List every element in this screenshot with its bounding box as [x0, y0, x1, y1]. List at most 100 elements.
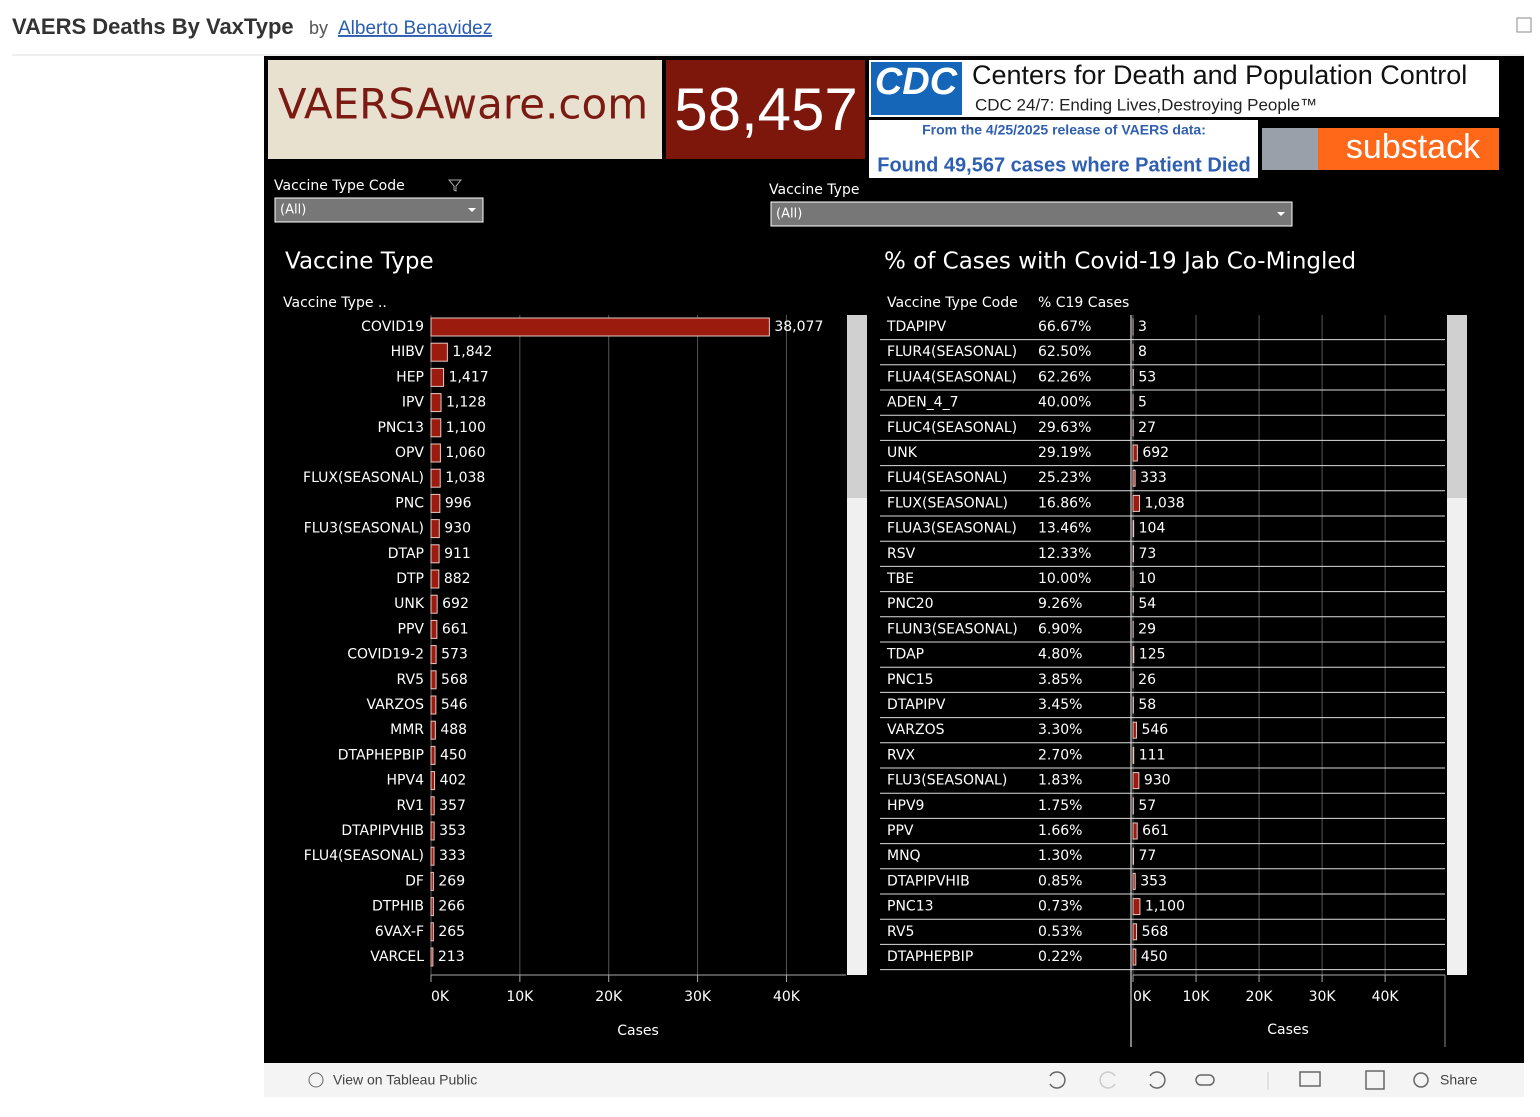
column-header: % C19 Cases: [1038, 295, 1129, 311]
category-label: RSV: [887, 546, 916, 562]
category-label: DTAPIPVHIB: [887, 873, 970, 889]
category-label: RV5: [887, 924, 914, 940]
category-label: FLUN3(SEASONAL): [887, 621, 1018, 637]
author-link[interactable]: Alberto Benavidez: [338, 18, 492, 39]
pct-label: 3.45%: [1038, 697, 1082, 713]
release-box: [869, 120, 1258, 178]
category-label: TDAPIPV: [886, 319, 947, 335]
value-label: 882: [444, 571, 471, 587]
fullscreen-icon[interactable]: [1516, 17, 1532, 33]
category-label: MMR: [390, 722, 424, 738]
substack-banner[interactable]: [1318, 128, 1499, 170]
view-on-tableau[interactable]: View on Tableau Public: [333, 1072, 477, 1088]
pct-label: 4.80%: [1038, 647, 1082, 663]
category-label: FLU4(SEASONAL): [304, 848, 424, 864]
filter-label: Vaccine Type: [769, 182, 859, 198]
count-box: [666, 60, 865, 159]
value-label: 57: [1138, 798, 1156, 814]
category-label: COVID19-2: [347, 647, 424, 663]
value-label: 930: [1144, 773, 1171, 789]
substack-text[interactable]: substack: [1346, 128, 1481, 166]
share-icon[interactable]: [1413, 1072, 1429, 1088]
value-label: 266: [438, 899, 465, 915]
toolbar: [264, 1063, 1524, 1097]
share[interactable]: Share: [1440, 1072, 1478, 1088]
category-label: HEP: [396, 369, 424, 385]
value-label: 450: [1141, 949, 1168, 965]
category-label: IPV: [402, 395, 425, 411]
value-label: 911: [444, 546, 471, 562]
category-label: TDAP: [886, 647, 924, 663]
value-label: 568: [441, 672, 468, 688]
x-axis-label: Cases: [1267, 1022, 1309, 1038]
value-label: 111: [1139, 747, 1166, 763]
bar: [1132, 469, 1136, 487]
category-label: PNC15: [887, 672, 934, 688]
scroll-thumb[interactable]: [1447, 315, 1467, 498]
found-note: Found 49,567 cases where Patient Died: [877, 154, 1250, 176]
x-tick-label: 0K: [1133, 989, 1152, 1005]
filter-icon[interactable]: [447, 179, 463, 192]
undo-icon[interactable]: [1049, 1071, 1066, 1089]
pct-label: 1.83%: [1038, 773, 1082, 789]
filter-dropdown[interactable]: [770, 201, 1293, 227]
category-label: UNK: [887, 445, 918, 461]
bar: [430, 569, 440, 589]
scroll-thumb[interactable]: [847, 315, 867, 498]
cdc-tagline: CDC 24/7: Ending Lives,Destroying People…: [975, 95, 1317, 114]
category-label: DTAPHEPBIP: [887, 949, 973, 965]
value-label: 488: [440, 722, 467, 738]
redo-icon[interactable]: [1099, 1071, 1116, 1089]
pct-label: 1.75%: [1038, 798, 1082, 814]
bar: [430, 468, 441, 488]
pct-label: 10.00%: [1038, 571, 1091, 587]
bar: [430, 670, 437, 690]
category-label: FLUC4(SEASONAL): [887, 420, 1017, 436]
pct-label: 62.26%: [1038, 369, 1091, 385]
value-label: 26: [1138, 672, 1156, 688]
category-label: TBE: [886, 571, 914, 587]
filter-value[interactable]: (All): [280, 203, 306, 218]
pct-label: 13.46%: [1038, 521, 1091, 537]
table-bg: [880, 315, 1130, 975]
device-icon[interactable]: [1299, 1071, 1321, 1087]
filter-dropdown[interactable]: [274, 197, 484, 223]
category-label: DTPHIB: [372, 899, 424, 915]
filter-label: Vaccine Type Code: [274, 178, 405, 194]
bar: [430, 745, 436, 765]
bar: [430, 645, 437, 665]
category-label: FLUX(SEASONAL): [887, 495, 1008, 511]
value-label: 333: [1140, 470, 1167, 486]
refresh-icon[interactable]: [1195, 1074, 1215, 1086]
revert-icon[interactable]: [1149, 1071, 1166, 1089]
column-header: Vaccine Type Code: [887, 295, 1018, 311]
bar: [430, 367, 445, 387]
category-label: COVID19: [361, 319, 424, 335]
bar: [430, 821, 435, 841]
bar: [430, 317, 770, 337]
pct-label: 66.67%: [1038, 319, 1091, 335]
value-label: 29: [1138, 621, 1156, 637]
category-label: PNC13: [377, 420, 424, 436]
bar: [430, 619, 438, 639]
dropdown-arrow: [468, 208, 476, 212]
x-tick-label: 30K: [1309, 989, 1337, 1005]
category-label: FLUR4(SEASONAL): [887, 344, 1017, 360]
value-label: 692: [1142, 445, 1169, 461]
x-tick-label: 20K: [1246, 989, 1274, 1005]
bar: [1132, 822, 1138, 840]
eagle-image: [1262, 128, 1320, 170]
fullscreen-icon[interactable]: [1365, 1070, 1385, 1090]
tableau-icon[interactable]: [308, 1072, 324, 1088]
bar: [430, 922, 434, 942]
x-tick-label: 20K: [595, 989, 623, 1005]
value-label: 27: [1138, 420, 1156, 436]
value-label: 265: [438, 924, 465, 940]
bar: [1132, 746, 1135, 764]
bar: [430, 947, 434, 967]
filter-value[interactable]: (All): [776, 207, 802, 222]
value-label: 269: [438, 873, 465, 889]
category-label: HPV4: [387, 773, 425, 789]
category-label: FLUX(SEASONAL): [303, 470, 424, 486]
